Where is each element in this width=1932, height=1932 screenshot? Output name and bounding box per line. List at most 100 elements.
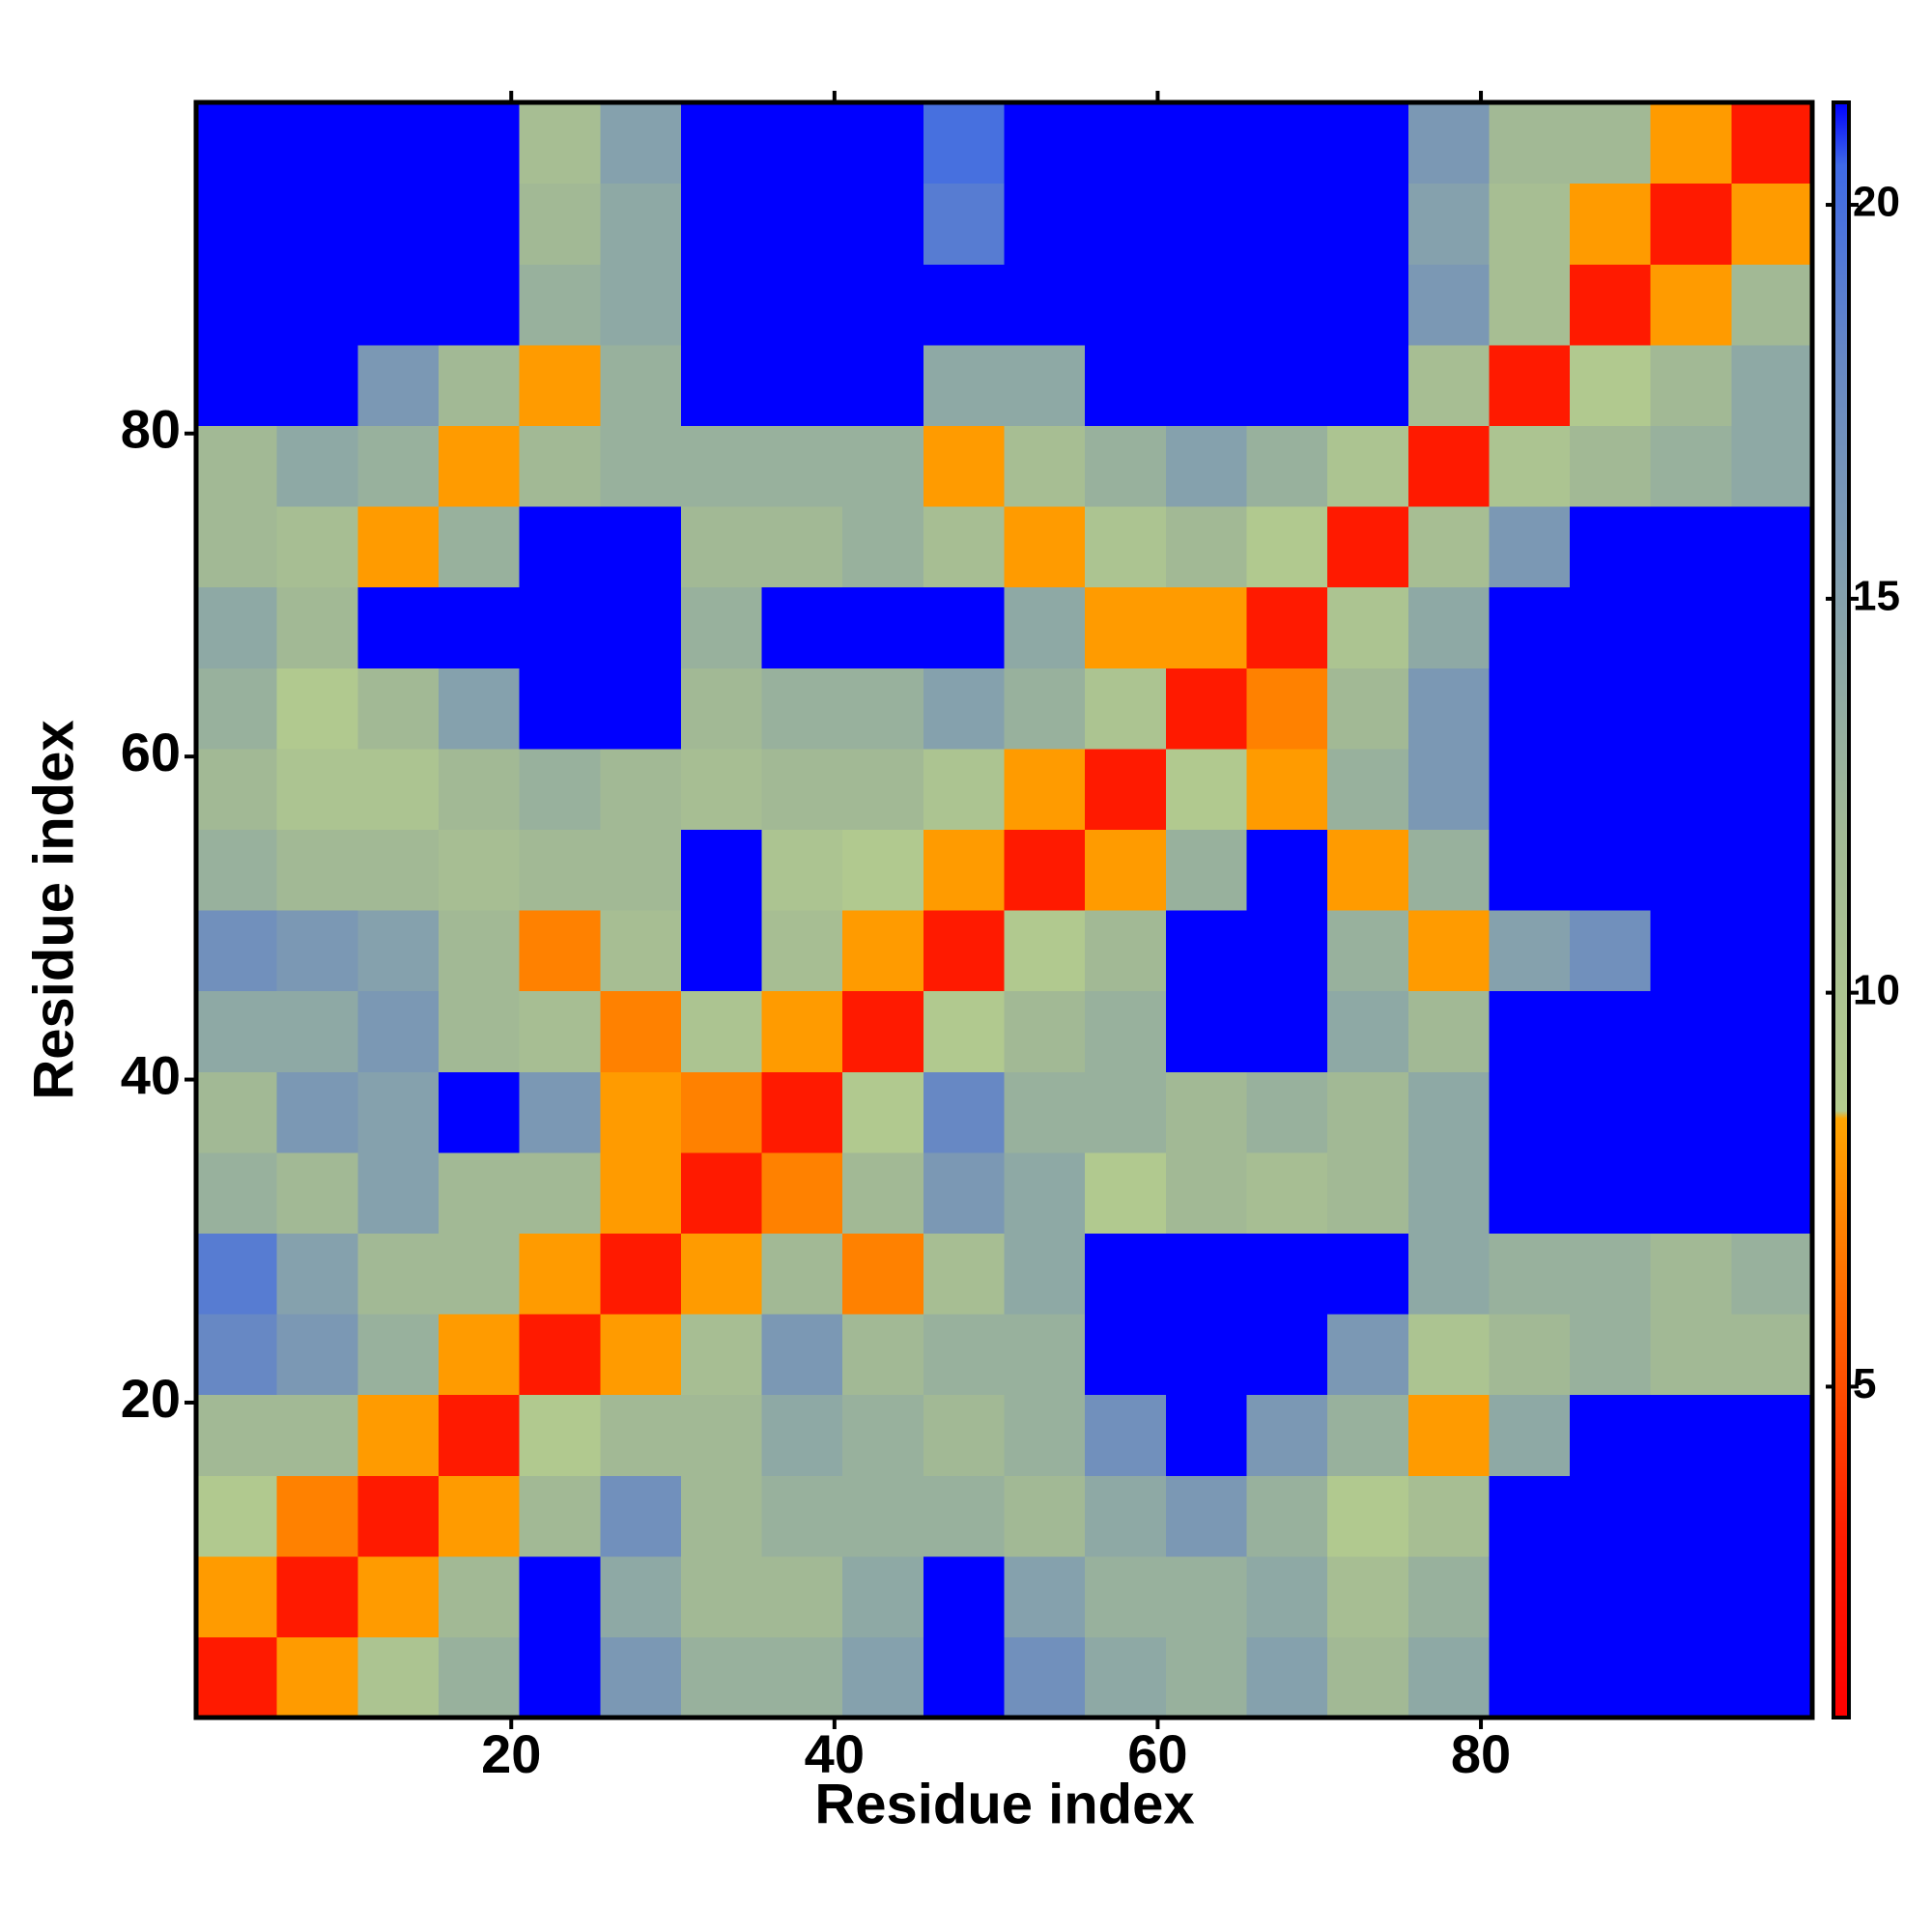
heatmap-cell <box>1004 1233 1086 1315</box>
heatmap-cell <box>1570 506 1652 588</box>
heatmap-cell <box>1731 102 1813 185</box>
heatmap-cell <box>519 1071 601 1153</box>
heatmap-cell <box>923 183 1006 265</box>
heatmap-cell <box>276 586 358 668</box>
heatmap-cell <box>1085 668 1167 750</box>
heatmap-cell <box>1731 1071 1813 1153</box>
heatmap-cell <box>438 910 521 992</box>
heatmap-cell <box>923 425 1006 507</box>
heatmap-cell <box>196 506 278 588</box>
heatmap-cell <box>923 102 1006 185</box>
heatmap-cell <box>600 668 682 750</box>
heatmap-cell <box>842 586 924 668</box>
heatmap-cell <box>1489 183 1571 265</box>
heatmap-cell <box>519 748 601 830</box>
heatmap-cell <box>1489 1555 1571 1637</box>
heatmap-cell <box>1489 1475 1571 1557</box>
heatmap-cell <box>1246 1151 1328 1234</box>
heatmap-cell <box>1165 910 1248 992</box>
heatmap-cell <box>1489 1071 1571 1153</box>
heatmap-cell <box>519 1636 601 1719</box>
heatmap-cell <box>1489 506 1571 588</box>
heatmap-cell <box>1407 668 1490 750</box>
heatmap-cell <box>761 1314 843 1396</box>
heatmap-cell <box>519 1233 601 1315</box>
heatmap-cell <box>1165 829 1248 911</box>
heatmap-cell <box>761 506 843 588</box>
heatmap-cell <box>842 990 924 1072</box>
heatmap-cell <box>600 910 682 992</box>
heatmap-cell <box>1004 1394 1086 1476</box>
heatmap-cell <box>1570 748 1652 830</box>
heatmap-cell <box>1004 1314 1086 1396</box>
heatmap-cell <box>1407 829 1490 911</box>
heatmap-cell <box>923 1394 1006 1476</box>
heatmap-cell <box>357 344 440 426</box>
heatmap-cell <box>1489 1636 1571 1719</box>
heatmap-cell <box>600 1636 682 1719</box>
heatmap-cell <box>600 990 682 1072</box>
heatmap-cell <box>1407 586 1490 668</box>
heatmap-cell <box>1246 1394 1328 1476</box>
heatmap-cell <box>1650 1475 1732 1557</box>
heatmap-cell <box>1004 425 1086 507</box>
heatmap-cell <box>276 506 358 588</box>
heatmap-cell <box>519 506 601 588</box>
heatmap-cell <box>276 668 358 750</box>
heatmap-cell <box>680 1475 763 1557</box>
heatmap-cell <box>357 748 440 830</box>
heatmap-cell <box>276 1394 358 1476</box>
heatmap-cell <box>680 1314 763 1396</box>
heatmap-cell <box>1165 264 1248 346</box>
heatmap-cell <box>196 829 278 911</box>
heatmap-cell <box>600 829 682 911</box>
heatmap-cell <box>1327 1394 1409 1476</box>
heatmap-cell <box>842 1555 924 1637</box>
heatmap-cell <box>600 102 682 185</box>
heatmap-cell <box>680 990 763 1072</box>
heatmap-cell <box>1085 1314 1167 1396</box>
heatmap-cell <box>1407 344 1490 426</box>
heatmap-cell <box>1327 264 1409 346</box>
heatmap-cell <box>600 506 682 588</box>
heatmap-cell <box>1570 668 1652 750</box>
heatmap-cell <box>357 1071 440 1153</box>
heatmap-cell <box>600 344 682 426</box>
heatmap-cell <box>842 1394 924 1476</box>
heatmap-cell <box>680 1233 763 1315</box>
heatmap-cell <box>438 506 521 588</box>
heatmap-cell <box>1085 1151 1167 1234</box>
heatmap-cell <box>1165 1555 1248 1637</box>
heatmap-cell <box>519 344 601 426</box>
heatmap-cell <box>1327 990 1409 1072</box>
heatmap-cell <box>1327 1636 1409 1719</box>
heatmap-cell <box>1407 1555 1490 1637</box>
heatmap-cell <box>1731 1475 1813 1557</box>
heatmap-cell <box>1327 1314 1409 1396</box>
heatmap-cell <box>1570 990 1652 1072</box>
heatmap-cell <box>276 748 358 830</box>
heatmap-cell <box>1407 1475 1490 1557</box>
heatmap-cell <box>1570 1071 1652 1153</box>
heatmap-cell <box>923 506 1006 588</box>
heatmap-cell <box>1327 506 1409 588</box>
heatmap-cell <box>1004 506 1086 588</box>
heatmap-cell <box>1731 506 1813 588</box>
colorbar-tick-label: 15 <box>1853 572 1900 619</box>
x-tick-label: 80 <box>1451 1723 1511 1784</box>
heatmap-cell <box>680 1555 763 1637</box>
x-tick-label: 40 <box>805 1723 865 1784</box>
heatmap-cell <box>519 910 601 992</box>
heatmap-cell <box>842 102 924 185</box>
heatmap-cell <box>1085 586 1167 668</box>
heatmap-cell <box>1004 102 1086 185</box>
heatmap-cell <box>276 183 358 265</box>
heatmap-cell <box>1570 1151 1652 1234</box>
heatmap-cell <box>600 264 682 346</box>
heatmap-cell <box>1650 1071 1732 1153</box>
heatmap-cell <box>1650 1555 1732 1637</box>
heatmap-cell <box>1327 1233 1409 1315</box>
colorbar <box>1832 100 1851 1719</box>
x-axis-label: Residue index <box>814 1773 1194 1835</box>
heatmap-cell <box>1246 506 1328 588</box>
